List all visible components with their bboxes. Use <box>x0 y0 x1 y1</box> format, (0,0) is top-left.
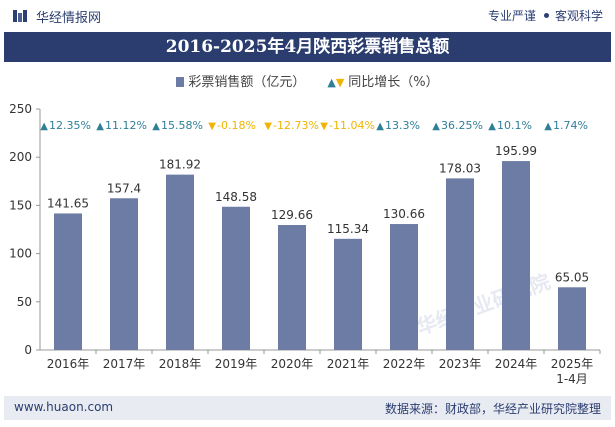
tagline-left: 专业严谨 <box>487 9 536 23</box>
bar <box>54 213 82 350</box>
x-tick-label: 2023年 <box>439 357 482 371</box>
growth-down-icon: ▼ <box>320 121 328 132</box>
data-label: 130.66 <box>383 207 425 221</box>
growth-down-icon: ▼ <box>208 121 216 132</box>
data-label: 65.05 <box>555 270 589 284</box>
y-tick-label: 50 <box>17 295 32 309</box>
bar <box>110 198 138 350</box>
legend-bar-swatch <box>176 77 185 87</box>
data-label: 195.99 <box>495 144 537 158</box>
growth-label: 12.35% <box>49 119 91 132</box>
chart-title: 2016-2025年4月陕西彩票销售总额 <box>4 32 611 62</box>
growth-up-icon: ▲ <box>40 121 48 132</box>
data-label: 115.34 <box>327 222 369 236</box>
growth-label: 11.12% <box>105 119 147 132</box>
growth-up-icon: ▲ <box>152 121 160 132</box>
growth-label: 36.25% <box>441 119 483 132</box>
x-tick-label: 1-4月 <box>556 372 588 386</box>
x-tick-label: 2016年 <box>47 357 90 371</box>
x-tick-label: 2017年 <box>103 357 146 371</box>
x-tick-label: 2022年 <box>383 357 426 371</box>
growth-label: -12.73% <box>273 119 319 132</box>
growth-label: 1.74% <box>553 119 588 132</box>
tagline: 专业严谨 客观科学 <box>488 7 603 24</box>
bar <box>166 174 194 350</box>
growth-up-icon: ▲ <box>96 121 104 132</box>
dot-separator <box>543 13 549 18</box>
y-tick-label: 0 <box>24 343 32 357</box>
growth-label: 15.58% <box>161 119 203 132</box>
x-tick-label: 2019年 <box>215 357 258 371</box>
y-tick-label: 100 <box>9 247 32 261</box>
growth-down-icon: ▼ <box>264 121 272 132</box>
bar <box>334 238 362 350</box>
data-label: 178.03 <box>439 161 481 175</box>
growth-up-icon: ▲ <box>544 121 552 132</box>
bar <box>222 206 250 350</box>
watermark: 华经产业研究院 <box>414 269 554 339</box>
bar <box>446 178 474 350</box>
legend-bar-label: 彩票销售额（亿元） <box>188 75 306 90</box>
data-label: 181.92 <box>159 158 201 172</box>
logo-icon <box>13 10 27 22</box>
bar <box>390 224 418 350</box>
bar <box>558 287 586 350</box>
growth-label: 10.1% <box>497 119 532 132</box>
x-tick-label: 2018年 <box>159 357 202 371</box>
growth-up-icon: ▲ <box>488 121 496 132</box>
x-tick-label: 2020年 <box>271 357 314 371</box>
x-tick-label: 2024年 <box>495 357 538 371</box>
y-tick-label: 200 <box>9 150 32 164</box>
y-tick-label: 250 <box>9 102 32 116</box>
legend-triangle-icon: ▲▼ <box>327 76 345 89</box>
growth-label: -0.18% <box>217 119 256 132</box>
data-label: 148.58 <box>215 190 257 204</box>
legend-line-label: 同比增长（%） <box>348 75 439 90</box>
growth-up-icon: ▲ <box>432 121 440 132</box>
top-header: 华经情报网 专业严谨 客观科学 <box>0 0 615 32</box>
tagline-right: 客观科学 <box>554 9 603 23</box>
data-label: 157.4 <box>107 181 141 195</box>
x-tick-label: 2021年 <box>327 357 370 371</box>
data-label: 141.65 <box>47 196 89 210</box>
brand-name: 华经情报网 <box>36 11 102 26</box>
bar <box>502 161 530 350</box>
footer-site: www.huaon.com <box>14 400 114 414</box>
footer-source: 数据来源：财政部，华经产业研究院整理 <box>384 402 601 416</box>
growth-label: 13.3% <box>385 119 420 132</box>
growth-up-icon: ▲ <box>376 121 384 132</box>
bar <box>278 225 306 350</box>
data-label: 129.66 <box>271 208 313 222</box>
footer: www.huaon.com 数据来源：财政部，华经产业研究院整理 <box>4 396 611 420</box>
growth-label: -11.04% <box>329 119 375 132</box>
x-tick-label: 2025年 <box>551 357 594 371</box>
legend: 彩票销售额（亿元） ▲▼ 同比增长（%） <box>0 71 615 90</box>
y-tick-label: 150 <box>9 198 32 212</box>
